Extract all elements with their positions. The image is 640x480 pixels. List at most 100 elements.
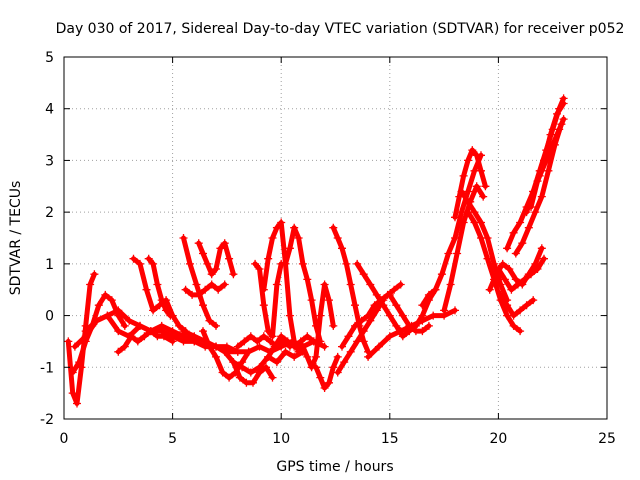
data-point	[544, 166, 553, 175]
data-point	[520, 275, 529, 284]
data-point	[212, 265, 220, 273]
data-point	[320, 384, 329, 392]
data-point	[179, 337, 188, 346]
data-point	[205, 316, 214, 325]
data-point	[540, 156, 548, 165]
data-point	[203, 259, 212, 268]
data-point	[329, 363, 338, 372]
data-point	[120, 342, 129, 351]
data-point	[511, 249, 520, 258]
data-point	[81, 327, 90, 336]
data-point	[179, 327, 188, 336]
data-point	[468, 146, 477, 155]
data-point	[233, 342, 242, 351]
data-point	[312, 352, 320, 361]
data-point	[516, 327, 525, 336]
data-point	[320, 342, 329, 351]
data-point	[518, 239, 527, 248]
data-point	[272, 358, 281, 367]
data-point	[398, 332, 407, 341]
data-point	[229, 270, 238, 279]
data-point	[329, 223, 338, 232]
data-point	[379, 301, 388, 310]
data-point	[144, 254, 153, 263]
data-point	[550, 140, 559, 149]
data-point	[437, 270, 446, 279]
data-point	[424, 321, 433, 330]
data-point	[429, 311, 438, 320]
data-series	[527, 99, 568, 211]
data-point	[125, 316, 134, 325]
data-series	[333, 296, 388, 377]
data-point	[325, 378, 333, 387]
data-point	[149, 259, 158, 268]
series-trace	[365, 307, 458, 360]
data-point	[303, 332, 312, 341]
data-point	[498, 259, 507, 268]
data-point	[268, 373, 277, 382]
data-point	[507, 285, 516, 294]
data-point	[531, 208, 540, 217]
data-series	[457, 187, 512, 305]
data-point	[220, 280, 229, 289]
data-point	[537, 192, 546, 201]
y-axis-label: SDTVAR / TECUs	[8, 181, 24, 296]
data-point	[509, 228, 518, 237]
data-point	[92, 316, 101, 325]
data-point	[527, 270, 535, 279]
data-point	[290, 223, 299, 232]
data-point	[351, 321, 359, 330]
data-point	[199, 249, 207, 258]
data-point	[316, 373, 325, 382]
data-point	[222, 342, 231, 351]
data-point	[559, 99, 568, 108]
data-point	[459, 218, 468, 227]
data-point	[472, 151, 481, 160]
data-point	[359, 270, 368, 279]
data-point	[540, 254, 548, 263]
data-point	[107, 296, 116, 305]
data-point	[329, 321, 338, 330]
data-point	[529, 296, 538, 305]
data-point	[64, 337, 73, 346]
data-point	[149, 306, 158, 315]
data-point	[500, 275, 509, 284]
data-point	[207, 280, 216, 289]
data-point	[303, 352, 312, 361]
data-series	[338, 280, 405, 351]
data-point	[370, 301, 379, 310]
data-point	[201, 285, 210, 294]
data-point	[537, 244, 546, 253]
data-point	[418, 327, 427, 336]
data-point	[296, 337, 305, 346]
data-point	[238, 363, 247, 372]
data-point	[294, 234, 303, 242]
data-point	[340, 358, 349, 367]
data-point	[281, 347, 290, 356]
data-point	[262, 363, 270, 372]
data-point	[418, 301, 427, 310]
data-series	[64, 270, 99, 408]
data-point	[207, 270, 216, 279]
data-point	[114, 306, 123, 315]
data-series	[494, 254, 548, 294]
data-point	[220, 239, 229, 248]
data-point	[281, 259, 290, 268]
data-point	[212, 342, 220, 351]
data-point	[199, 301, 207, 310]
data-point	[385, 311, 394, 320]
x-tick-label: 15	[381, 431, 399, 447]
data-point	[392, 321, 401, 330]
x-axis-label: GPS time / hours	[276, 459, 393, 475]
data-point	[364, 311, 373, 320]
data-series	[70, 311, 199, 351]
data-point	[366, 316, 375, 325]
data-point	[120, 321, 129, 330]
x-tick-label: 0	[60, 431, 69, 447]
data-point	[175, 321, 184, 330]
data-point	[146, 327, 155, 336]
data-point	[533, 265, 542, 273]
y-tick-label: -1	[40, 360, 54, 376]
data-point	[496, 290, 505, 299]
y-tick-label: 0	[45, 309, 54, 325]
